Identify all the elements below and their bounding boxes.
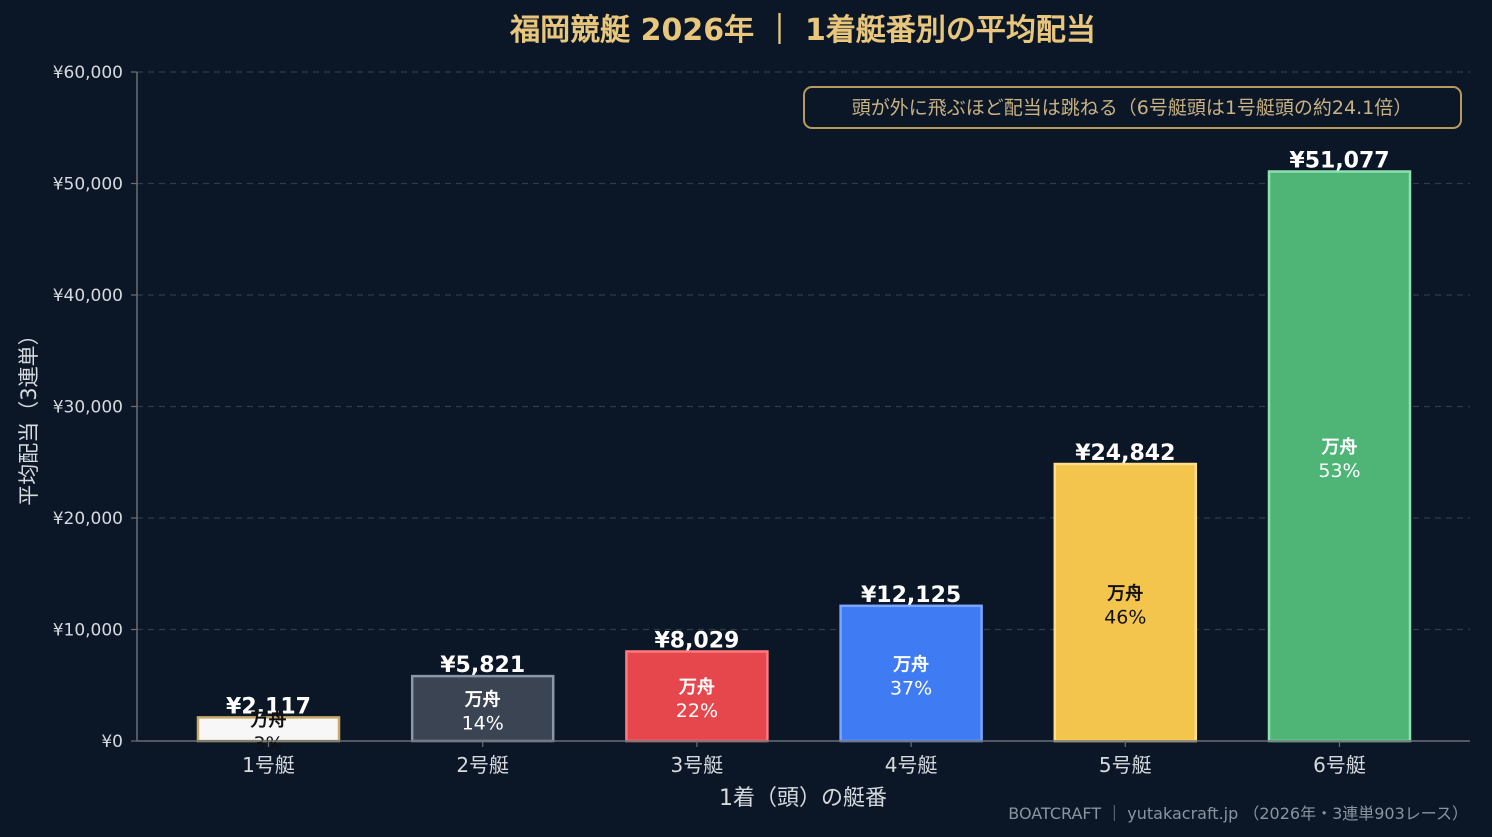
x-tick-label: 3号艇 [671, 753, 724, 777]
grid-lines [137, 71, 1470, 631]
bar-value-label: ¥2,117 [226, 694, 311, 719]
x-tick-label: 4号艇 [885, 753, 938, 777]
y-tick-label: ¥0 [101, 732, 123, 752]
y-tick-label: ¥10,000 [53, 621, 123, 641]
bar-value-label: ¥8,029 [654, 628, 739, 653]
y-tick-label: ¥20,000 [53, 509, 123, 529]
bar [410, 674, 555, 743]
bar [839, 604, 983, 743]
manshu-label: 万舟 [464, 689, 501, 711]
annotation-frame [803, 86, 1462, 129]
bar-value-label: ¥5,821 [440, 653, 525, 678]
footer-credit: BOATCRAFT ｜ yutakacraft.jp （2026年・3連単903… [1008, 804, 1468, 823]
manshu-rate: 53% [1318, 460, 1360, 482]
x-tick-label: 6号艇 [1313, 753, 1366, 777]
manshu-label: 万舟 [678, 676, 715, 698]
y-axis-label: 平均配当（3連単） [17, 324, 41, 505]
x-axis-ticks: 1号艇 2号艇 3号艇 4号艇 5号艇 6号艇 [242, 741, 1366, 777]
bar [625, 650, 769, 743]
y-tick-label: ¥30,000 [53, 398, 123, 418]
bars: ¥2,117万舟3%¥5,821万舟14%¥8,029万舟22%¥12,125万… [196, 148, 1412, 755]
y-tick-label: ¥60,000 [53, 63, 123, 83]
bar [1053, 462, 1198, 743]
x-tick-label: 2号艇 [456, 753, 509, 777]
manshu-rate: 46% [1104, 607, 1146, 629]
y-axis-ticks: ¥0 ¥10,000 ¥20,000 ¥30,000 ¥40,000 ¥50,000 ¥60… [53, 63, 137, 752]
x-tick-label: 1号艇 [242, 753, 295, 777]
bar-value-label: ¥51,077 [1289, 148, 1389, 173]
bar [1267, 170, 1412, 743]
manshu-label: 万舟 [250, 709, 287, 731]
manshu-rate: 22% [676, 700, 718, 722]
chart-title: 福岡競艇 2026年 ｜ 1着艇番別の平均配当 [509, 13, 1096, 48]
manshu-label: 万舟 [1106, 583, 1143, 605]
annotation-text: 頭が外に飛ぶほど配当は跳ねる（6号艇頭は1号艇頭の約24.1倍） [852, 97, 1412, 119]
annotation-box: 頭が外に飛ぶほど配当は跳ねる（6号艇頭は1号艇頭の約24.1倍） [803, 86, 1462, 129]
x-axis-label: 1着（頭）の艇番 [719, 786, 887, 811]
bar-value-label: ¥12,125 [861, 583, 961, 608]
x-tick-label: 5号艇 [1099, 753, 1152, 777]
bar-value-label: ¥24,842 [1075, 441, 1175, 466]
manshu-rate: 14% [462, 713, 504, 735]
y-tick-label: ¥40,000 [53, 286, 123, 306]
y-tick-label: ¥50,000 [53, 175, 123, 195]
manshu-label: 万舟 [892, 653, 929, 675]
manshu-label: 万舟 [1321, 436, 1358, 458]
manshu-rate: 37% [890, 677, 932, 699]
